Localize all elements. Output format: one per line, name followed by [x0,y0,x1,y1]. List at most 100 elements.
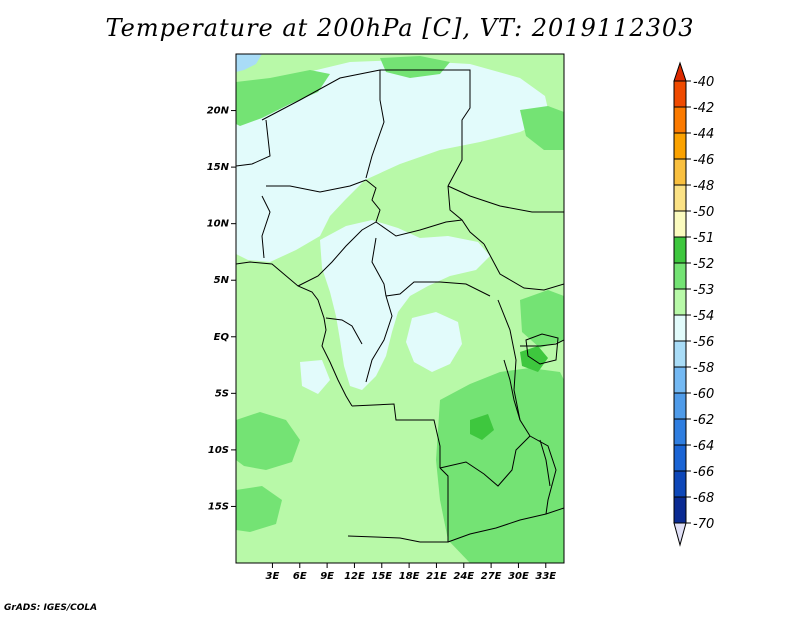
colorbar-cell [673,288,687,316]
colorbar-label: -40 [693,75,714,90]
colorbar-label: -68 [693,491,714,506]
colorbar-cell [673,132,687,160]
colorbar-label: -56 [693,335,714,350]
field-band-minus-52-northwest [236,70,330,126]
boundary-car-south [385,281,491,297]
colorbar-cell [673,366,687,394]
boundary-east-africa [520,339,564,347]
boundary-lake-chad-loop [365,179,381,223]
boundary-nigeria-cameroon [297,221,377,287]
colorbar-label: -54 [693,309,714,324]
colorbar-label: -51 [693,231,714,246]
boundary-chad-car [375,219,463,237]
colorbar-label: -62 [693,413,714,428]
field-band-minus-52-sahara [380,56,450,78]
boundary-drc-zambia [439,435,531,487]
boundary-west-small [261,195,271,259]
boundary-northwest [236,119,271,167]
lon-tick-label: 27E [481,571,502,582]
colorbar-label: -53 [693,283,714,298]
field-band-minus-52-east [520,290,564,348]
boundary-niger-nigeria [266,179,367,193]
latitude-axis: 20N 15N 10N 5N EQ 5S 10S 15S [207,106,236,512]
colorbar-label: -42 [693,101,714,116]
coastline-lake-tanganyika [503,359,521,421]
colorbar-cell [673,470,687,498]
lat-tick-label: 10N [207,219,230,230]
colorbar-cell [673,444,687,472]
colorbar-cell [673,262,687,290]
lon-tick-label: 3E [266,571,280,582]
lon-tick-label: 12E [344,571,365,582]
country-boundaries [236,69,564,543]
boundary-southsudan-east [483,243,564,291]
boundary-gabon-congo [325,317,363,345]
boundary-drc-angola [351,403,441,468]
boundary-sudan-southsudan [447,185,564,213]
field-band-minus-54-north [236,60,550,262]
boundary-southeast [529,435,557,515]
lat-tick-label: 20N [207,106,230,117]
colorbar-cell [673,314,687,342]
grads-credit: GrADS: IGES/COLA [4,603,98,613]
lat-tick-label: 15N [207,162,230,173]
boundary-zambia-south [447,507,564,543]
field-band-minus-56-corner [236,54,262,72]
field-band-minus-51-east-b [520,346,548,372]
lon-tick-label: 9E [320,571,334,582]
longitude-axis: 3E 6E 9E 12E 15E 18E 21E 24E 27E 30E 33E [266,563,556,582]
colorbar-label: -66 [693,465,714,480]
colorbar-bottom-arrow [673,522,687,547]
coastline-lake-malawi [539,439,551,487]
lat-tick-label: 5N [214,275,230,286]
colorbar-cell [673,106,687,134]
lon-tick-label: 33E [535,571,556,582]
boundary-sahara [380,69,471,187]
colorbar-label: -64 [693,439,714,454]
colorbar-cell [673,184,687,212]
field-band-minus-51-east-a [470,414,494,440]
boundary-cameroon-car [371,237,387,297]
colorbar-cell [673,158,687,186]
lat-tick-label: 5S [215,388,229,399]
colorbar-cell [673,496,687,524]
map-frame [235,53,565,564]
boundary-congo-drc [365,295,393,383]
boundary-angola-zambia [420,467,449,543]
temperature-field [236,54,564,563]
colorbar-label: -46 [693,153,714,168]
boundary-chad-sudan [447,185,485,245]
colorbar-cell [673,210,687,238]
lat-tick-label: EQ [214,332,230,343]
boundary-angola-namibia [347,535,421,543]
lon-tick-label: 18E [399,571,420,582]
map-title: Temperature at 200hPa [C], VT: 201911230… [105,14,695,42]
colorbar-cell [673,392,687,420]
colorbar: -40 -42 -44 -46 -48 -50 -51 -52 -53 -54 -56 -58 -60 -… [673,61,714,547]
field-band-minus-52-south [236,486,282,532]
field-band-minus-52-southeast [436,368,564,563]
field-band-minus-54-central [320,220,490,390]
field-band-minus-54-coast [300,360,330,394]
boundary-drc-east [497,299,531,437]
colorbar-cell [673,80,687,108]
colorbar-label: -50 [693,205,714,220]
lat-tick-label: 15S [208,501,229,512]
lon-tick-label: 21E [426,571,447,582]
coastline-lake-victoria [525,333,559,365]
lon-tick-label: 6E [293,571,307,582]
boundary-niger-algeria [261,69,381,121]
colorbar-label: -60 [693,387,714,402]
lon-tick-label: 15E [371,571,392,582]
colorbar-top-arrow [673,61,687,82]
colorbar-label: -44 [693,127,714,142]
colorbar-label: -48 [693,179,714,194]
field-band-minus-54-east [406,312,462,372]
lat-tick-label: 10S [208,445,229,456]
coastline-west [236,261,353,407]
lon-tick-label: 24E [453,571,474,582]
colorbar-label: -58 [693,361,714,376]
boundary-niger-chad [365,70,385,179]
field-band-minus-52-northeast [520,106,564,150]
